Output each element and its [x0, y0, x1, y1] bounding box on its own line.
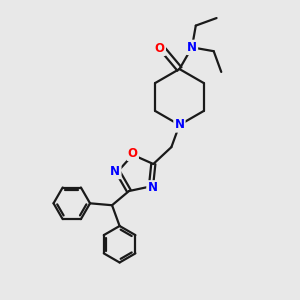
Text: O: O [128, 147, 138, 160]
Text: N: N [187, 41, 197, 54]
Text: N: N [174, 118, 184, 131]
Text: N: N [110, 165, 120, 178]
Text: N: N [147, 181, 158, 194]
Text: O: O [155, 42, 165, 55]
